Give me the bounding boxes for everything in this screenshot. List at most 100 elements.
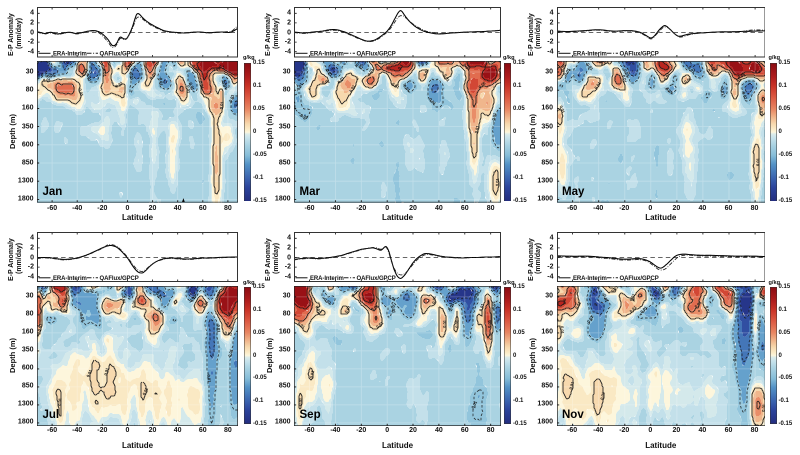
svg-text:-0.01: -0.01: [188, 80, 196, 91]
svg-text:0.01: 0.01: [375, 319, 385, 328]
svg-text:-0.01: -0.01: [663, 85, 674, 95]
svg-text:0.01: 0.01: [102, 69, 108, 78]
svg-text:0.01: 0.01: [628, 292, 636, 302]
svg-text:-0.01: -0.01: [472, 289, 481, 300]
svg-text:0.1: 0.1: [227, 308, 235, 315]
svg-text:0.01: 0.01: [348, 83, 357, 93]
svg-text:0.01: 0.01: [43, 77, 52, 82]
svg-text:0.01: 0.01: [322, 78, 332, 85]
svg-text:-0.01: -0.01: [490, 300, 496, 310]
svg-text:-0.01: -0.01: [719, 86, 725, 97]
svg-text:0.01: 0.01: [80, 67, 89, 77]
svg-text:0.01: 0.01: [473, 124, 480, 133]
svg-text:-0.01: -0.01: [740, 90, 748, 101]
svg-text:0.1: 0.1: [219, 64, 226, 70]
svg-text:0.01: 0.01: [114, 80, 124, 89]
svg-text:-0.01: -0.01: [354, 61, 365, 71]
svg-text:0.01: 0.01: [599, 390, 606, 400]
svg-text:0.05: 0.05: [708, 63, 717, 73]
svg-text:-0.01: -0.01: [638, 304, 648, 315]
svg-text:0.01: 0.01: [336, 75, 345, 85]
svg-text:0.01: 0.01: [573, 299, 582, 309]
svg-text:0.01: 0.01: [309, 369, 316, 378]
svg-text:0.1: 0.1: [754, 69, 760, 74]
svg-text:OAFlux/GPCP: OAFlux/GPCP: [619, 276, 658, 282]
svg-text:-0.01: -0.01: [731, 352, 737, 363]
svg-text:0.01: 0.01: [297, 320, 307, 329]
svg-text:-0.01: -0.01: [298, 112, 309, 120]
svg-text:-0.01: -0.01: [402, 82, 412, 93]
svg-text:0.01: 0.01: [141, 386, 149, 396]
svg-text:-0.01: -0.01: [220, 79, 229, 90]
svg-text:0.01: 0.01: [38, 288, 47, 298]
svg-text:0.01: 0.01: [201, 299, 209, 309]
svg-text:0.05: 0.05: [477, 80, 487, 89]
svg-text:0.05: 0.05: [487, 319, 492, 328]
svg-text:0.01: 0.01: [148, 71, 157, 81]
svg-text:0.01: 0.01: [391, 81, 401, 90]
svg-text:-0.01: -0.01: [470, 399, 479, 410]
svg-text:-0.01: -0.01: [227, 347, 235, 358]
svg-text:ERA-Interim: ERA-Interim: [53, 52, 87, 58]
svg-text:0.01: 0.01: [198, 81, 205, 91]
svg-text:0.01: 0.01: [131, 299, 137, 308]
svg-text:0.01: 0.01: [704, 305, 711, 314]
svg-text:0.01: 0.01: [121, 295, 127, 304]
svg-text:-0.01: -0.01: [85, 72, 93, 83]
svg-text:0.01: 0.01: [103, 366, 110, 376]
svg-text:-0.01: -0.01: [45, 72, 56, 79]
svg-text:0.01: 0.01: [37, 322, 44, 332]
svg-text:0.01: 0.01: [628, 304, 638, 314]
svg-text:ERA-Interim: ERA-Interim: [310, 52, 344, 58]
svg-text:-0.01: -0.01: [621, 67, 630, 78]
svg-text:-0.01: -0.01: [187, 293, 197, 304]
svg-text:ERA-Interim: ERA-Interim: [573, 52, 607, 58]
svg-text:0.05: 0.05: [225, 321, 234, 331]
svg-text:0.01: 0.01: [186, 85, 191, 94]
svg-text:-0.01: -0.01: [755, 320, 762, 331]
svg-text:0.01: 0.01: [599, 61, 609, 66]
svg-text:-0.01: -0.01: [387, 293, 398, 302]
svg-text:0.01: 0.01: [379, 61, 388, 65]
svg-text:0.01: 0.01: [568, 380, 575, 390]
svg-text:-0.01: -0.01: [227, 93, 235, 104]
svg-text:-0.01: -0.01: [295, 81, 304, 92]
svg-text:-0.01: -0.01: [490, 112, 497, 123]
svg-text:0.01: 0.01: [351, 287, 360, 297]
svg-text:-0.01: -0.01: [446, 301, 455, 312]
svg-text:-0.01: -0.01: [85, 286, 96, 293]
svg-text:0.05: 0.05: [370, 303, 380, 312]
svg-text:0.01: 0.01: [366, 67, 374, 77]
svg-text:0.01: 0.01: [610, 286, 620, 293]
svg-text:0.01: 0.01: [683, 76, 693, 85]
svg-text:0.01: 0.01: [679, 286, 688, 296]
svg-text:OAFlux/GPCP: OAFlux/GPCP: [619, 52, 658, 58]
svg-text:0.01: 0.01: [758, 292, 765, 302]
svg-text:0.01: 0.01: [219, 100, 225, 109]
svg-text:-0.01: -0.01: [154, 290, 164, 301]
svg-text:0.01: 0.01: [758, 107, 764, 116]
svg-text:0.01: 0.01: [85, 368, 93, 378]
svg-text:0.1: 0.1: [397, 62, 405, 70]
svg-text:-0.01: -0.01: [158, 76, 164, 86]
svg-text:0.05: 0.05: [191, 64, 200, 74]
svg-text:0.01: 0.01: [344, 304, 352, 314]
svg-text:0.01: 0.01: [706, 68, 715, 78]
svg-text:0.01: 0.01: [224, 330, 233, 337]
svg-text:-0.01: -0.01: [427, 96, 438, 107]
svg-text:0.01: 0.01: [593, 80, 602, 90]
svg-text:0.01: 0.01: [156, 306, 166, 316]
svg-text:0.01: 0.01: [559, 325, 564, 334]
svg-text:0.01: 0.01: [78, 88, 85, 98]
svg-text:0.05: 0.05: [462, 62, 472, 71]
svg-text:ERA-Interim: ERA-Interim: [310, 276, 344, 282]
svg-text:0.01: 0.01: [422, 67, 430, 77]
svg-text:0.01: 0.01: [662, 71, 671, 81]
svg-text:0.01: 0.01: [442, 319, 447, 328]
svg-text:-0.01: -0.01: [562, 67, 571, 78]
svg-text:0.01: 0.01: [495, 177, 500, 186]
svg-text:-0.01: -0.01: [206, 373, 212, 383]
svg-text:-0.01: -0.01: [748, 310, 754, 320]
svg-text:-0.01: -0.01: [659, 288, 666, 299]
svg-text:-0.01: -0.01: [324, 67, 334, 78]
